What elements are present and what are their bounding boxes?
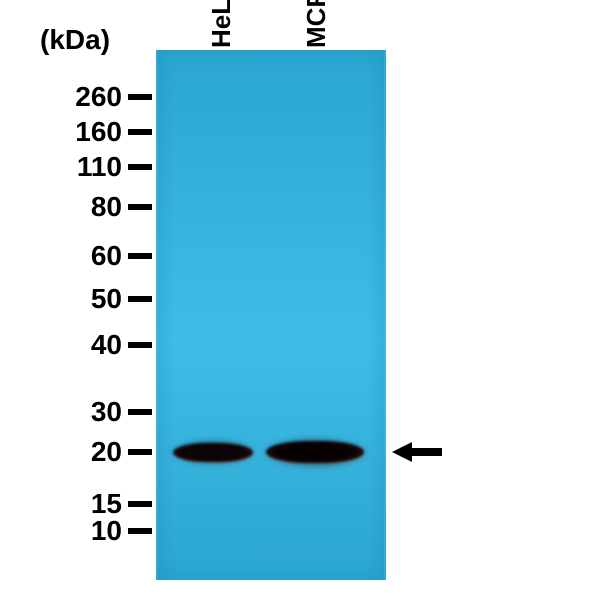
- kda-tick: [128, 409, 152, 415]
- axis-unit-label: (kDa): [40, 24, 110, 56]
- kda-marker-label: 10: [91, 515, 122, 547]
- arrow-head-icon: [392, 442, 412, 462]
- kda-tick: [128, 342, 152, 348]
- membrane: [156, 50, 386, 580]
- kda-tick: [128, 449, 152, 455]
- arrow-shaft: [412, 448, 442, 456]
- kda-marker-label: 160: [75, 116, 122, 148]
- kda-marker-label: 20: [91, 436, 122, 468]
- kda-tick: [128, 528, 152, 534]
- band-mcf-7: [266, 441, 364, 463]
- kda-marker-label: 80: [91, 191, 122, 223]
- kda-tick: [128, 94, 152, 100]
- kda-tick: [128, 501, 152, 507]
- kda-tick: [128, 253, 152, 259]
- kda-marker-label: 50: [91, 283, 122, 315]
- lane-label-mcf-7: MCF-7: [301, 0, 332, 48]
- kda-marker-label: 260: [75, 81, 122, 113]
- kda-tick: [128, 204, 152, 210]
- kda-marker-label: 110: [77, 151, 122, 183]
- kda-tick: [128, 296, 152, 302]
- kda-tick: [128, 129, 152, 135]
- kda-tick: [128, 164, 152, 170]
- lane-label-hela: HeLa: [206, 0, 237, 48]
- kda-marker-label: 30: [91, 396, 122, 428]
- band-arrow: [392, 442, 442, 462]
- band-hela: [173, 443, 253, 462]
- figure-stage: (kDa) 2601601108060504030201510HeLaMCF-7: [0, 0, 600, 600]
- kda-marker-label: 40: [91, 329, 122, 361]
- kda-marker-label: 60: [91, 240, 122, 272]
